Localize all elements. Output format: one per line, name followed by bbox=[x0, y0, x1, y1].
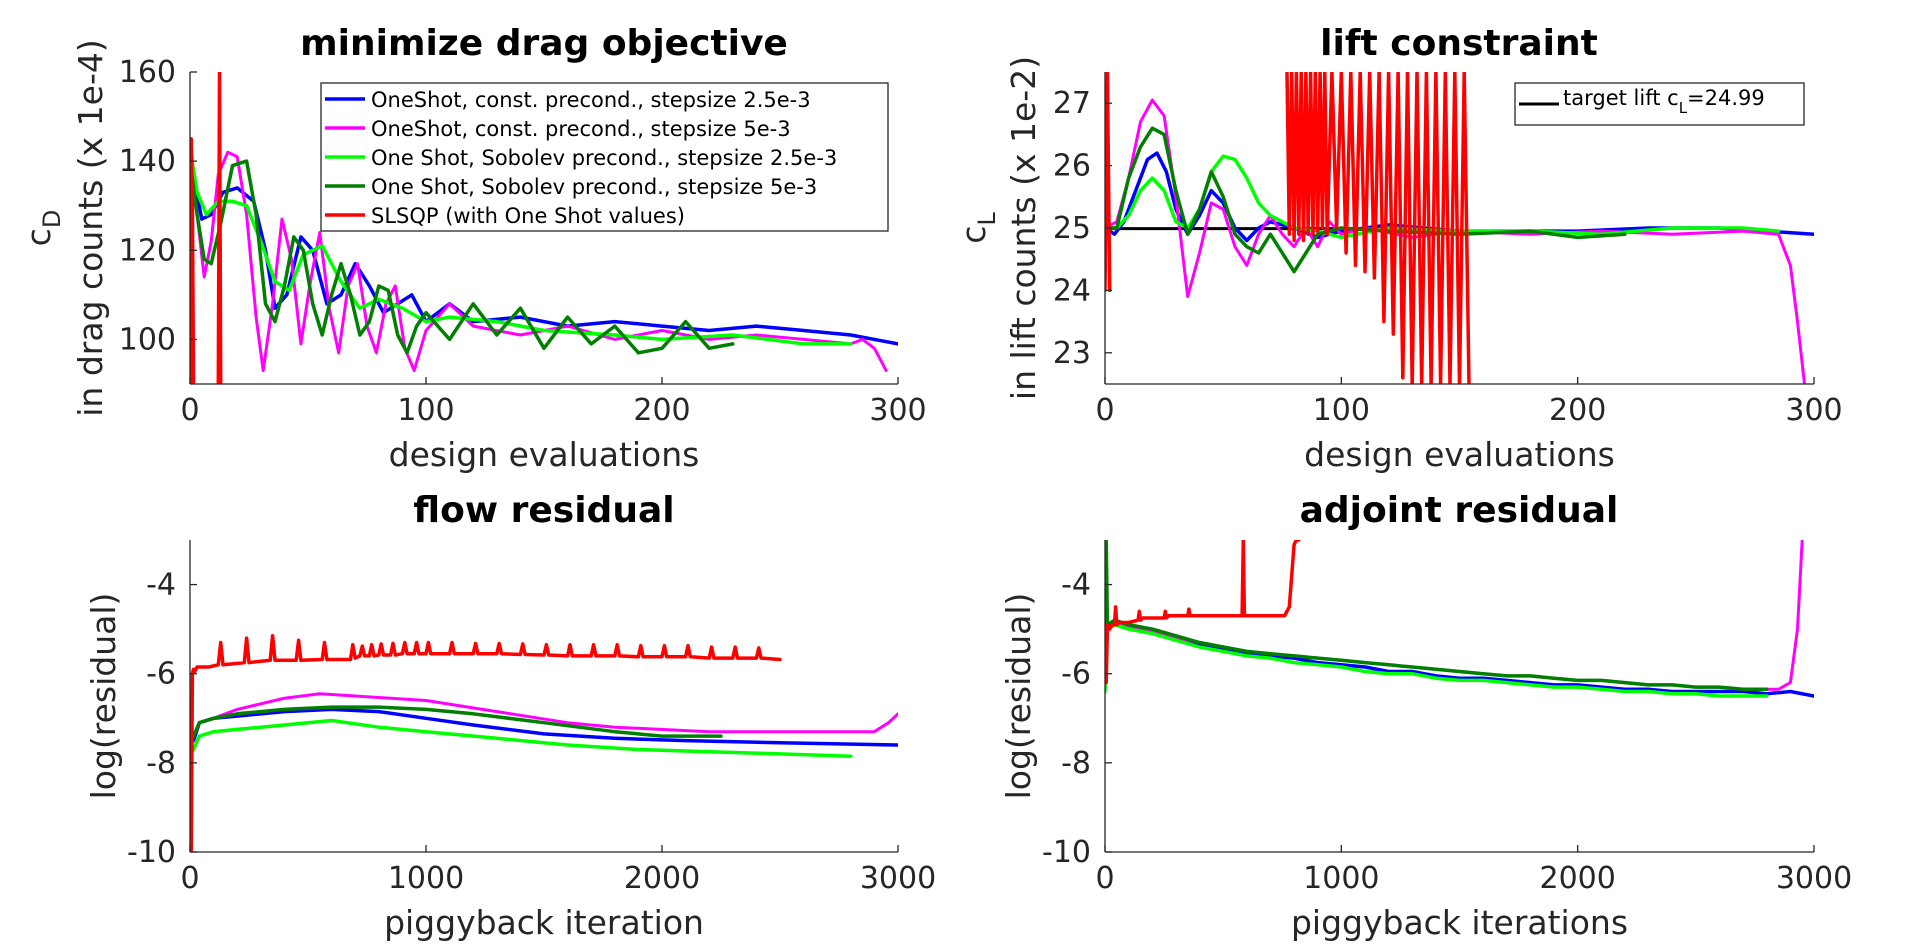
series-line-5 bbox=[1105, 126, 1627, 274]
x-tick-label: 300 bbox=[869, 393, 926, 428]
legend-entry: One Shot, Sobolev precond., stepsize 2.5… bbox=[371, 146, 837, 170]
y-tick-label: -10 bbox=[127, 835, 176, 870]
y-tick-label: -6 bbox=[146, 657, 176, 692]
x-tick-label: 1000 bbox=[1303, 861, 1379, 896]
legend-entry-prefix: target lift c bbox=[1563, 86, 1679, 110]
legend: OneShot, const. precond., stepsize 2.5e-… bbox=[320, 82, 889, 232]
y-axis-symbol: cL bbox=[954, 212, 1001, 244]
chart-title: adjoint residual bbox=[1300, 490, 1619, 531]
x-tick-label: 200 bbox=[1549, 393, 1606, 428]
chart-panel-2: 0 100 200 300 23 24 25 26 27 lift constraint desig… bbox=[954, 23, 1843, 474]
y-axis-label: in drag counts (x 1e-4) bbox=[71, 39, 110, 417]
x-tick-label: 200 bbox=[633, 393, 690, 428]
legend-entry: OneShot, const. precond., stepsize 5e-3 bbox=[371, 117, 791, 141]
y-tick-label: 25 bbox=[1053, 211, 1091, 246]
x-tick-label: 1000 bbox=[388, 861, 464, 896]
y-tick-label: 24 bbox=[1053, 273, 1091, 308]
x-tick-label: 3000 bbox=[860, 861, 936, 896]
legend-entry-sub: L bbox=[1679, 99, 1688, 117]
series-group bbox=[190, 72, 898, 384]
series-line-1 bbox=[190, 141, 898, 346]
series-line-4 bbox=[1105, 540, 1769, 692]
y-tick-label: -6 bbox=[1061, 657, 1091, 692]
series-line-3 bbox=[1105, 622, 1769, 698]
x-axis-label: design evaluations bbox=[1304, 435, 1615, 474]
y-tick-label: 160 bbox=[119, 55, 176, 90]
legend-box bbox=[320, 82, 889, 232]
series-line-4 bbox=[190, 159, 735, 355]
y-tick-label: 23 bbox=[1053, 336, 1091, 371]
series-line-4 bbox=[190, 705, 723, 747]
x-axis-label: piggyback iteration bbox=[384, 903, 704, 942]
y-axis-symbol-sub: D bbox=[38, 210, 66, 228]
x-tick-label: 3000 bbox=[1776, 861, 1852, 896]
y-axis-symbol-letter: c bbox=[19, 228, 58, 246]
x-tick-label: 0 bbox=[180, 393, 199, 428]
legend-box bbox=[1514, 82, 1805, 126]
x-tick-label: 2000 bbox=[624, 861, 700, 896]
y-tick-label: 120 bbox=[119, 233, 176, 268]
y-axis-label: in lift counts (x 1e-2) bbox=[1004, 56, 1043, 400]
series-line-5 bbox=[1105, 540, 1301, 685]
y-tick-label: -10 bbox=[1042, 835, 1091, 870]
series-line-6 bbox=[1105, 72, 1471, 384]
legend-entry: SLSQP (with One Shot values) bbox=[371, 204, 685, 228]
series-line-2 bbox=[190, 150, 888, 373]
chart-title: lift constraint bbox=[1320, 23, 1598, 64]
y-axis-label: log(residual) bbox=[84, 593, 123, 800]
y-axis-label: log(residual) bbox=[999, 593, 1038, 800]
x-tick-label: 0 bbox=[1095, 861, 1114, 896]
legend-entry-suffix: =24.99 bbox=[1687, 86, 1765, 110]
series-line-5 bbox=[190, 634, 782, 852]
y-axis-symbol-letter: c bbox=[954, 226, 993, 244]
x-tick-label: 0 bbox=[180, 861, 199, 896]
x-tick-label: 2000 bbox=[1539, 861, 1615, 896]
plot-area bbox=[1105, 540, 1814, 852]
series-group bbox=[190, 634, 898, 852]
y-tick-label: 27 bbox=[1053, 86, 1091, 121]
legend-entry: target lift cL=24.99 bbox=[1563, 86, 1765, 117]
y-tick-label: 140 bbox=[119, 144, 176, 179]
chart-panel-4: 0 1000 2000 3000 -10 -8 -6 -4 adjoint residual pi… bbox=[999, 490, 1852, 942]
chart-title: minimize drag objective bbox=[300, 23, 788, 64]
y-tick-label: 100 bbox=[119, 322, 176, 357]
chart-panel-3: 0 1000 2000 3000 -10 -8 -6 -4 flow residual piggy… bbox=[84, 490, 936, 942]
x-axis-label: design evaluations bbox=[389, 435, 700, 474]
series-line-3 bbox=[1105, 98, 1806, 384]
chart-title: flow residual bbox=[413, 490, 674, 531]
x-tick-label: 100 bbox=[1313, 393, 1370, 428]
series-line-3 bbox=[190, 718, 853, 758]
legend-entry: OneShot, const. precond., stepsize 2.5e-… bbox=[371, 88, 811, 112]
series-group bbox=[1105, 72, 1814, 384]
y-tick-label: -4 bbox=[1061, 568, 1091, 603]
x-tick-label: 0 bbox=[1095, 393, 1114, 428]
legend-target-lift: target lift cL=24.99 bbox=[1514, 82, 1805, 126]
series-group bbox=[1105, 540, 1814, 698]
y-tick-label: 26 bbox=[1053, 149, 1091, 184]
x-tick-label: 300 bbox=[1785, 393, 1842, 428]
x-axis-label: piggyback iterations bbox=[1291, 903, 1628, 942]
y-tick-label: -8 bbox=[146, 746, 176, 781]
y-tick-label: -8 bbox=[1061, 746, 1091, 781]
y-axis-symbol: cD bbox=[19, 210, 66, 247]
legend-entry: One Shot, Sobolev precond., stepsize 5e-… bbox=[371, 175, 817, 199]
y-axis-symbol-sub: L bbox=[973, 212, 1001, 226]
x-tick-label: 100 bbox=[397, 393, 454, 428]
y-tick-label: -4 bbox=[146, 568, 176, 603]
